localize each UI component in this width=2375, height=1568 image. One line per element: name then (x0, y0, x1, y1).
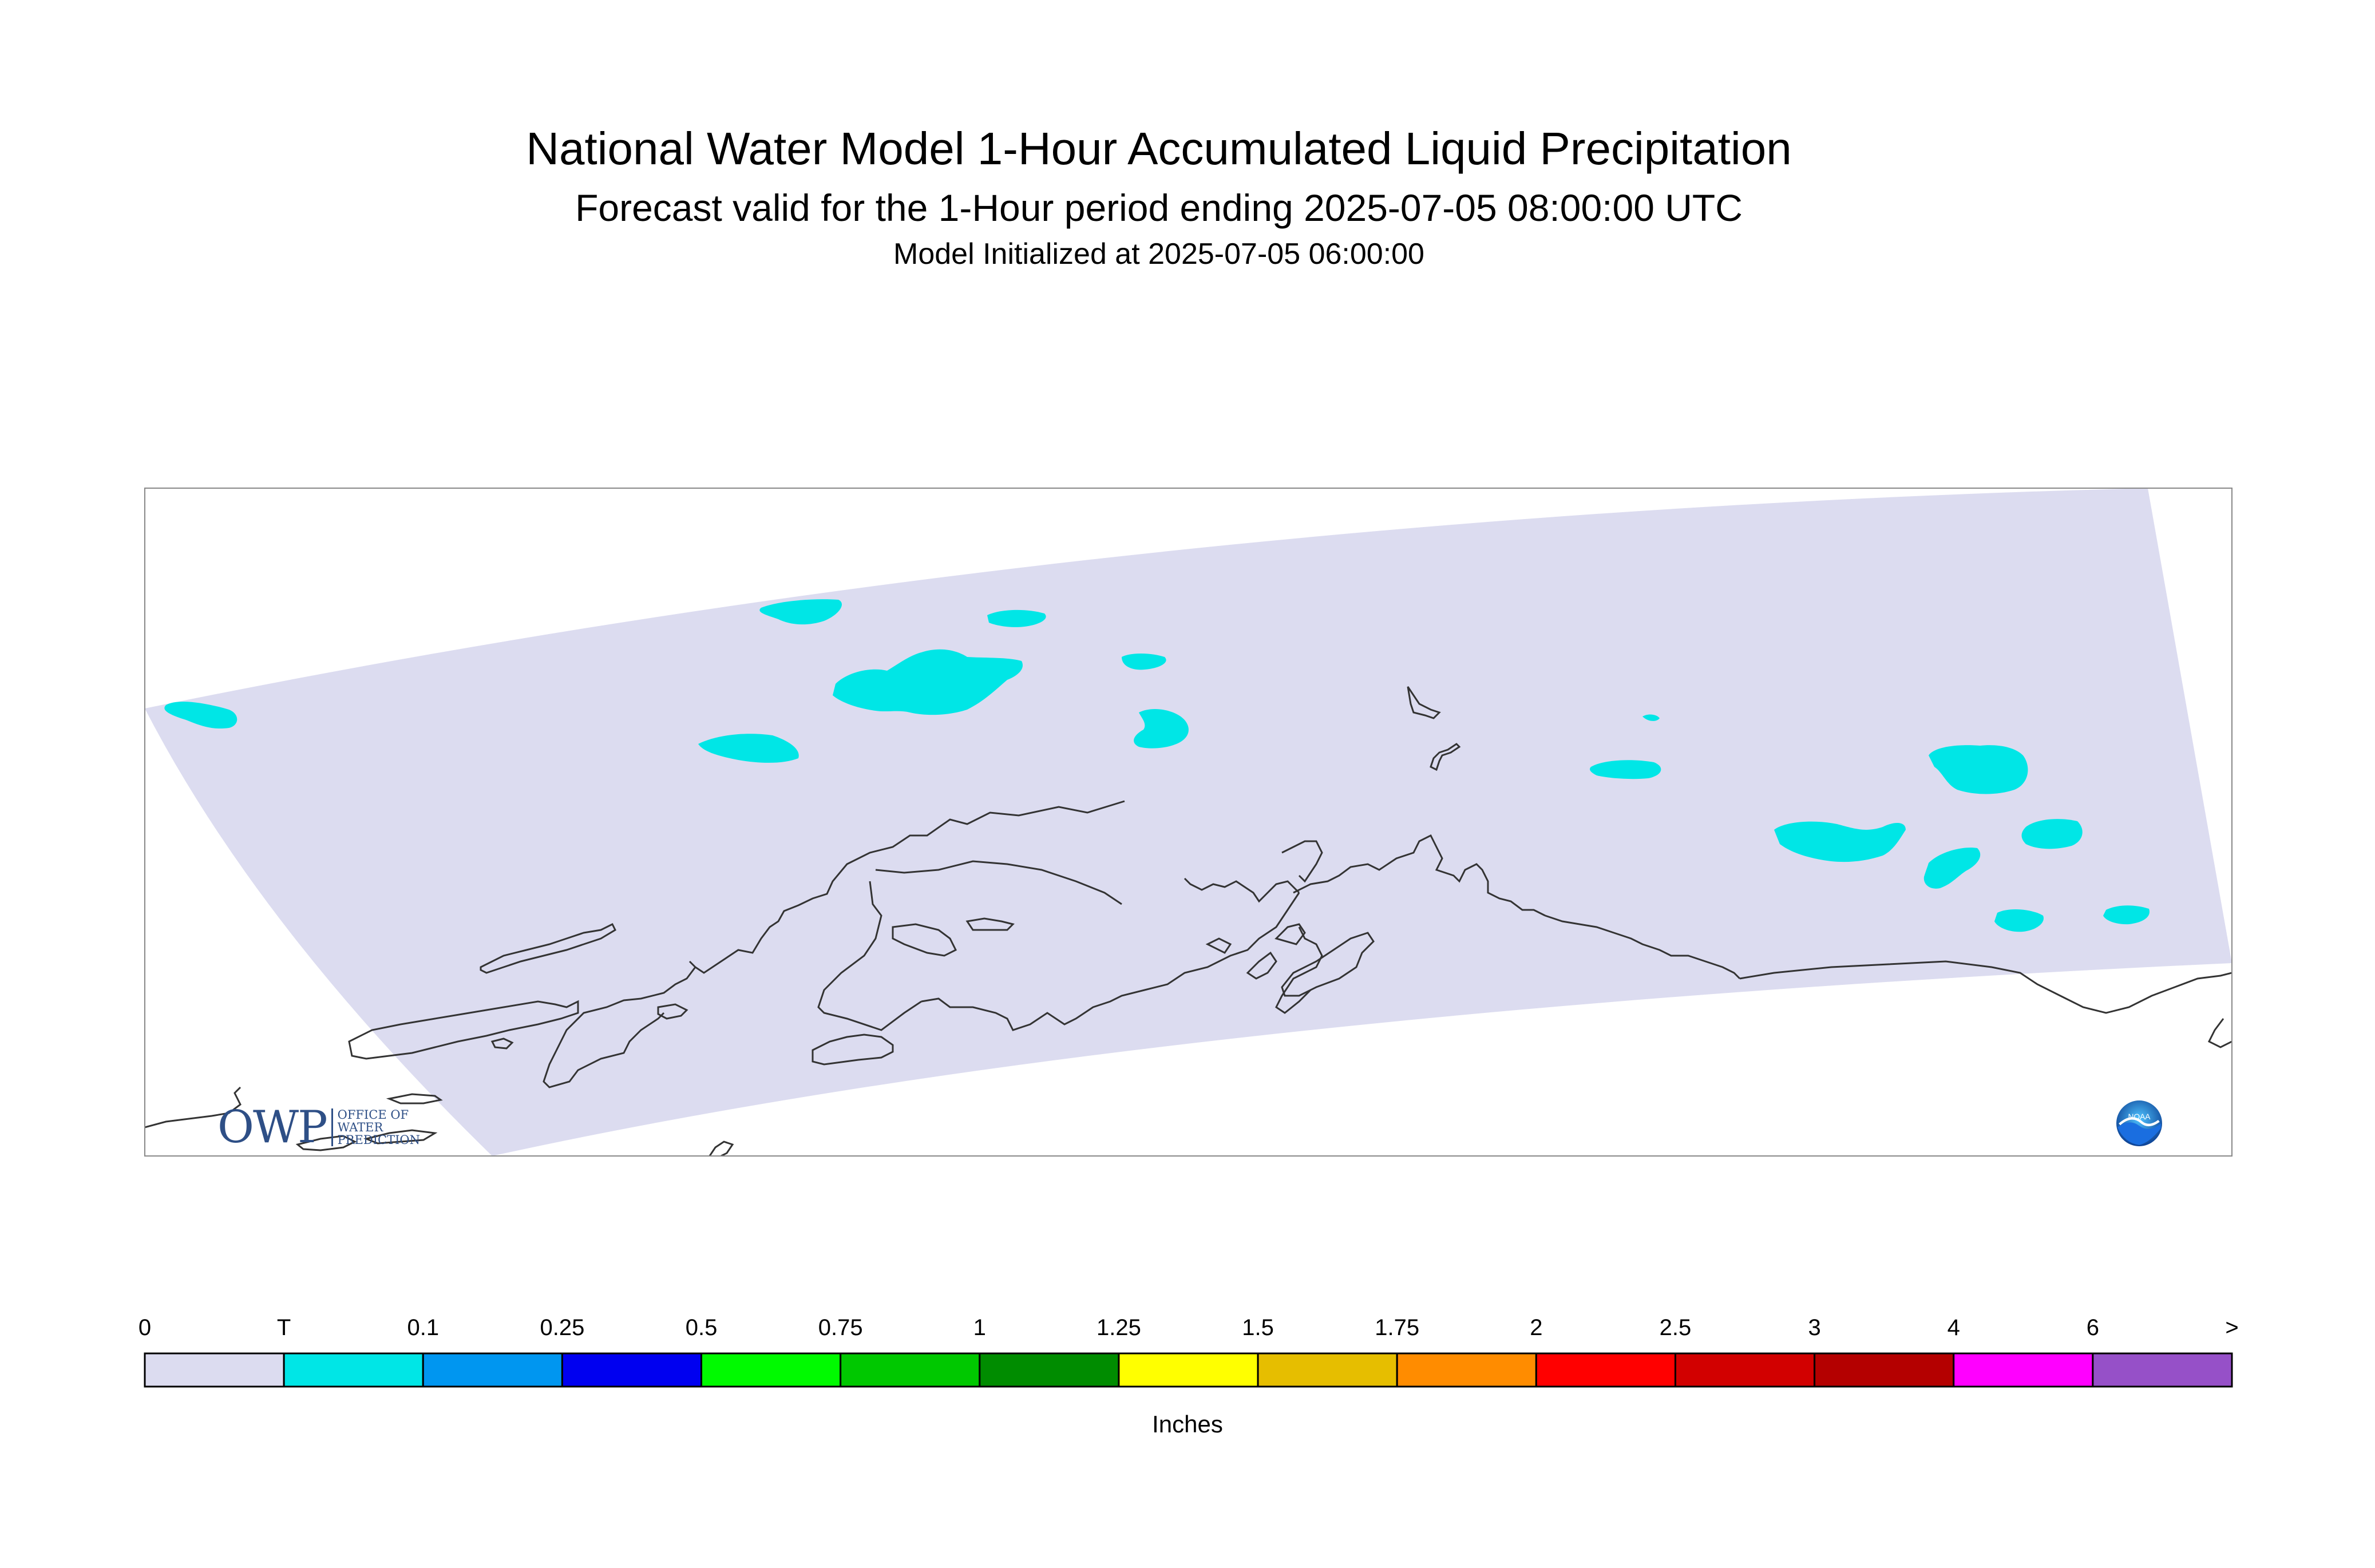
legend-swatch (422, 1352, 563, 1388)
precip-area (833, 649, 1023, 715)
precip-area (1590, 760, 1661, 779)
noaa-logo-text: NOAA (2128, 1112, 2151, 1121)
precip-area (987, 609, 1046, 627)
legend-tick-label: > (2225, 1315, 2239, 1340)
precip-area (1134, 708, 1189, 749)
legend-tick-label: 3 (1808, 1315, 1821, 1340)
legend-tick-label: 0.5 (685, 1315, 718, 1340)
precip-area (1929, 745, 2028, 794)
precip-area (1994, 909, 2044, 932)
legend-swatch (1396, 1352, 1537, 1388)
legend-tick-label: 2.5 (1659, 1315, 1692, 1340)
owp-logo: OWP Office of Water Prediction (217, 1102, 420, 1153)
coastlines (145, 686, 2232, 1156)
legend-tick-label: 0 (138, 1315, 152, 1340)
legend-tick-label: 6 (2086, 1315, 2099, 1340)
map-subtitle: Forecast valid for the 1-Hour period end… (575, 187, 1743, 229)
legend-swatch (700, 1352, 842, 1388)
precip-area (1923, 848, 1981, 889)
precip-area (2103, 905, 2150, 925)
model-domain (145, 488, 2232, 1156)
legend-swatch (1257, 1352, 1398, 1388)
legend-swatch (1535, 1352, 1676, 1388)
precip-area (1122, 654, 1166, 670)
legend-swatch (144, 1352, 285, 1388)
precip-area (164, 702, 238, 729)
legend-units: Inches (1152, 1411, 1223, 1438)
legend-tick-label: 4 (1947, 1315, 1960, 1340)
model-init-time: Model Initialized at 2025-07-05 06:00:00 (893, 237, 1424, 271)
legend-swatch (1118, 1352, 1259, 1388)
legend-tick-label: 1.25 (1096, 1315, 1141, 1340)
legend-swatch (283, 1352, 424, 1388)
legend-tick-label: 1 (973, 1315, 986, 1340)
owp-logo-text: OWP (217, 1102, 328, 1153)
legend-swatch (2092, 1352, 2233, 1388)
legend-tick-label: T (276, 1315, 291, 1340)
precip-area (759, 599, 842, 625)
legend-tick-label: 0.1 (407, 1315, 440, 1340)
legend-swatch (1953, 1352, 2094, 1388)
precip-area (1642, 714, 1660, 721)
noaa-logo: NOAA (2115, 1099, 2164, 1148)
precip-area (2021, 819, 2083, 849)
precip-area (698, 734, 799, 763)
legend-swatch (1814, 1352, 1955, 1388)
owp-logo-subtext: Office of Water Prediction (331, 1108, 420, 1146)
legend-tick-label: 1.5 (1242, 1315, 1274, 1340)
legend-tick-label: 0.25 (540, 1315, 585, 1340)
legend-swatch (561, 1352, 703, 1388)
legend-tick-label: 0.75 (818, 1315, 863, 1340)
precip-area (1774, 821, 1906, 862)
legend-tick-label: 2 (1530, 1315, 1543, 1340)
map-title: National Water Model 1-Hour Accumulated … (526, 123, 1792, 174)
precip-areas (164, 599, 2150, 932)
legend-colorbar (144, 1352, 2233, 1388)
map-frame (144, 488, 2232, 1157)
legend-swatch (979, 1352, 1120, 1388)
legend-tick-label: 1.75 (1375, 1315, 1420, 1340)
legend-swatch (1674, 1352, 1816, 1388)
legend-swatch (840, 1352, 981, 1388)
